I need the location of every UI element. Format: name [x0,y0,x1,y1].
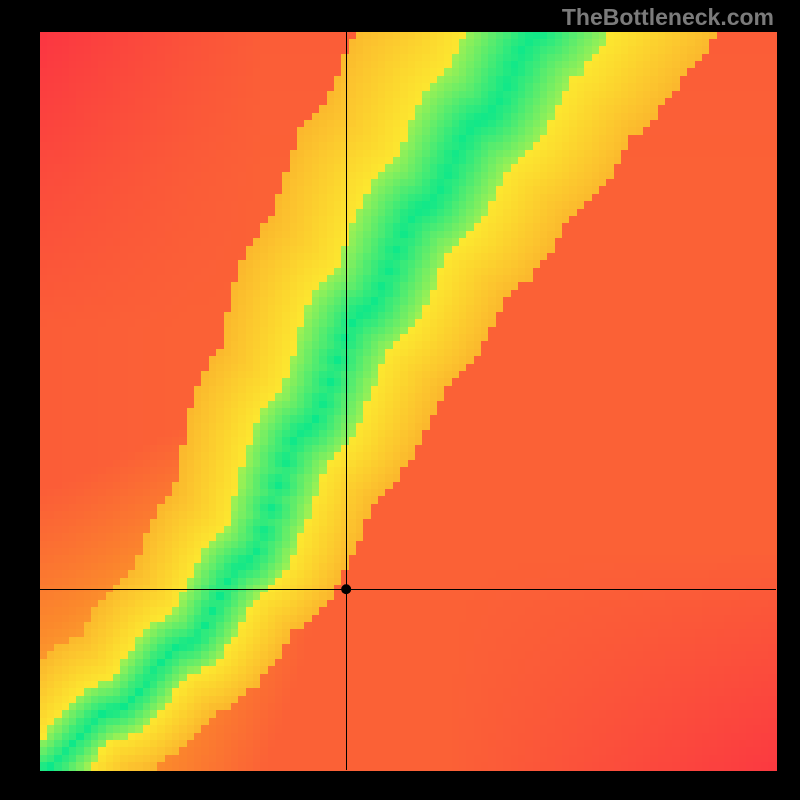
bottleneck-heatmap [0,0,800,800]
chart-container: TheBottleneck.com [0,0,800,800]
watermark-label: TheBottleneck.com [562,4,774,31]
